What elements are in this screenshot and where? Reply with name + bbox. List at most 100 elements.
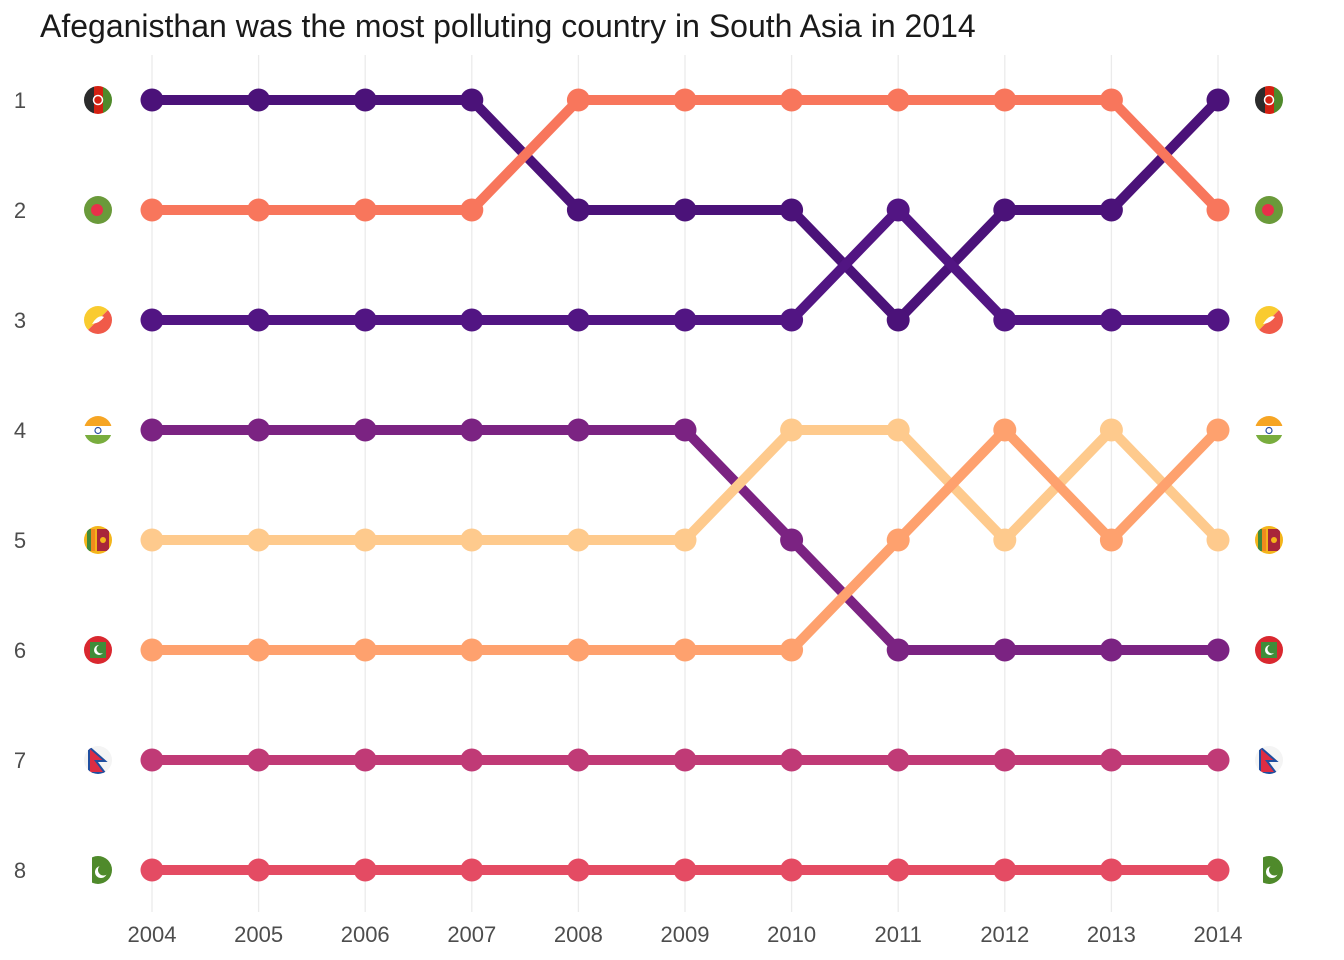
data-point	[460, 638, 484, 662]
data-point	[673, 88, 697, 112]
sri-lanka-flag-icon	[84, 526, 112, 554]
data-point	[566, 748, 590, 772]
data-point	[353, 528, 377, 552]
data-point	[353, 858, 377, 882]
data-point	[886, 308, 910, 332]
x-tick-label: 2013	[1087, 922, 1136, 947]
data-point	[460, 418, 484, 442]
afghanistan-flag-icon	[1255, 86, 1283, 114]
pakistan-flag-icon	[1255, 856, 1283, 884]
data-point	[886, 748, 910, 772]
data-point	[247, 638, 271, 662]
data-point	[1206, 858, 1230, 882]
data-point	[780, 88, 804, 112]
data-point	[673, 638, 697, 662]
data-point	[140, 858, 164, 882]
y-tick-label: 5	[14, 528, 26, 553]
data-point	[247, 418, 271, 442]
pakistan-flag-icon	[84, 856, 112, 884]
data-point	[1099, 418, 1123, 442]
x-tick-label: 2011	[875, 922, 922, 947]
data-point	[247, 858, 271, 882]
data-point	[1099, 88, 1123, 112]
data-point	[1099, 748, 1123, 772]
data-point	[1206, 308, 1230, 332]
y-tick-label: 3	[14, 308, 26, 333]
y-tick-label: 7	[14, 748, 26, 773]
data-points	[140, 88, 1230, 882]
data-point	[566, 638, 590, 662]
data-point	[886, 858, 910, 882]
x-tick-label: 2010	[767, 922, 816, 947]
data-point	[460, 858, 484, 882]
data-point	[673, 748, 697, 772]
data-point	[460, 198, 484, 222]
data-point	[140, 198, 164, 222]
data-point	[1206, 638, 1230, 662]
bhutan-flag-icon	[1255, 306, 1283, 334]
data-point	[140, 418, 164, 442]
data-point	[353, 198, 377, 222]
data-point	[566, 528, 590, 552]
data-point	[460, 88, 484, 112]
data-point	[1099, 308, 1123, 332]
data-point	[886, 418, 910, 442]
data-point	[566, 858, 590, 882]
y-tick-label: 8	[14, 858, 26, 883]
data-point	[460, 308, 484, 332]
data-point	[1206, 198, 1230, 222]
data-point	[993, 858, 1017, 882]
nepal-flag-icon	[84, 746, 112, 774]
y-tick-label: 6	[14, 638, 26, 663]
data-point	[993, 638, 1017, 662]
data-point	[140, 748, 164, 772]
data-point	[993, 528, 1017, 552]
data-point	[140, 88, 164, 112]
data-point	[1206, 418, 1230, 442]
data-point	[247, 308, 271, 332]
data-point	[353, 88, 377, 112]
data-point	[780, 308, 804, 332]
data-point	[566, 418, 590, 442]
data-point	[993, 198, 1017, 222]
maldives-flag-icon	[1255, 636, 1283, 664]
data-point	[780, 858, 804, 882]
x-tick-label: 2006	[341, 922, 390, 947]
data-point	[886, 638, 910, 662]
data-point	[566, 198, 590, 222]
data-point	[566, 308, 590, 332]
data-point	[886, 528, 910, 552]
india-flag-icon	[84, 416, 112, 444]
data-point	[353, 748, 377, 772]
data-point	[673, 858, 697, 882]
data-point	[780, 418, 804, 442]
data-point	[140, 308, 164, 332]
x-tick-label: 2008	[554, 922, 603, 947]
afghanistan-flag-icon	[84, 86, 112, 114]
data-point	[780, 198, 804, 222]
data-point	[673, 198, 697, 222]
india-flag-icon	[1255, 416, 1283, 444]
data-point	[353, 418, 377, 442]
data-point	[886, 198, 910, 222]
data-point	[886, 88, 910, 112]
flag-markers	[84, 86, 1283, 884]
data-point	[673, 308, 697, 332]
x-tick-label: 2014	[1194, 922, 1243, 947]
y-axis-ticks: 1 2 3 4 5 6 7 8	[14, 88, 26, 883]
data-point	[1206, 748, 1230, 772]
y-tick-label: 1	[14, 88, 26, 113]
data-point	[247, 88, 271, 112]
sri-lanka-flag-icon	[1255, 526, 1283, 554]
data-point	[566, 88, 590, 112]
data-point	[460, 528, 484, 552]
data-point	[1099, 858, 1123, 882]
bhutan-flag-icon	[84, 306, 112, 334]
x-tick-label: 2005	[234, 922, 283, 947]
x-tick-label: 2009	[661, 922, 710, 947]
data-point	[993, 88, 1017, 112]
data-point	[1099, 638, 1123, 662]
data-point	[673, 528, 697, 552]
chart-title: Afeganisthan was the most polluting coun…	[40, 8, 976, 44]
data-point	[247, 528, 271, 552]
